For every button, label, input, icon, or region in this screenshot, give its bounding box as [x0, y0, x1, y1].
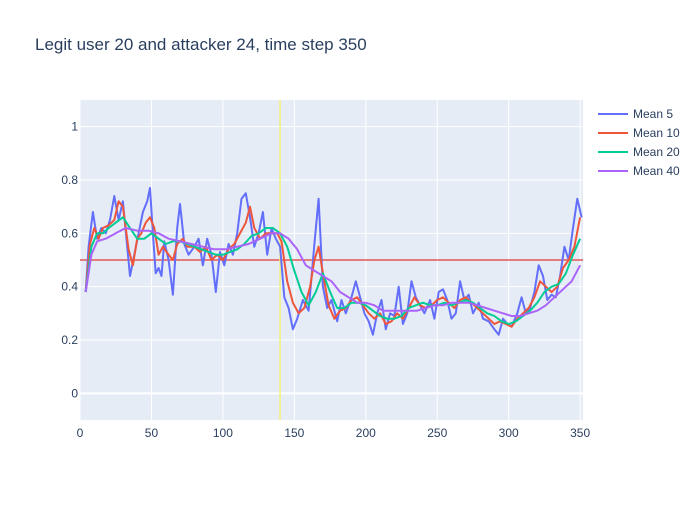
x-tick-label: 0: [77, 426, 84, 440]
series-line-3: [84, 216, 582, 325]
y-tick-label: 1: [71, 120, 78, 134]
y-tick-label: 0.4: [61, 280, 78, 294]
x-tick-label: 100: [213, 426, 233, 440]
x-tick-label: 200: [356, 426, 376, 440]
y-tick-label: 0.2: [61, 333, 78, 347]
x-tick-label: 250: [427, 426, 447, 440]
x-tick-label: 50: [145, 426, 159, 440]
x-tick-label: 150: [284, 426, 304, 440]
legend-label-3: Mean 20: [633, 145, 680, 159]
y-tick-label: 0.8: [61, 173, 78, 187]
legend: Mean 5 Mean 10 Mean 20 Mean 40: [598, 107, 680, 178]
series-line-1: [84, 187, 583, 336]
y-tick-label: 0: [71, 386, 78, 400]
axis-ticks: 0 50 100 150 200 250 300 350 0 0.2 0.4 0.6 0.8 1: [61, 120, 590, 440]
series-line-4: [84, 227, 581, 317]
y-tick-label: 0.6: [61, 226, 78, 240]
legend-label-4: Mean 40: [633, 164, 680, 178]
series-lines: [84, 187, 583, 336]
chart-title: Legit user 20 and attacker 24, time step…: [35, 35, 367, 54]
x-tick-label: 350: [570, 426, 590, 440]
x-tick-label: 300: [499, 426, 519, 440]
legend-label-1: Mean 5: [633, 107, 673, 121]
legend-label-2: Mean 10: [633, 126, 680, 140]
reference-lines: [80, 100, 583, 420]
